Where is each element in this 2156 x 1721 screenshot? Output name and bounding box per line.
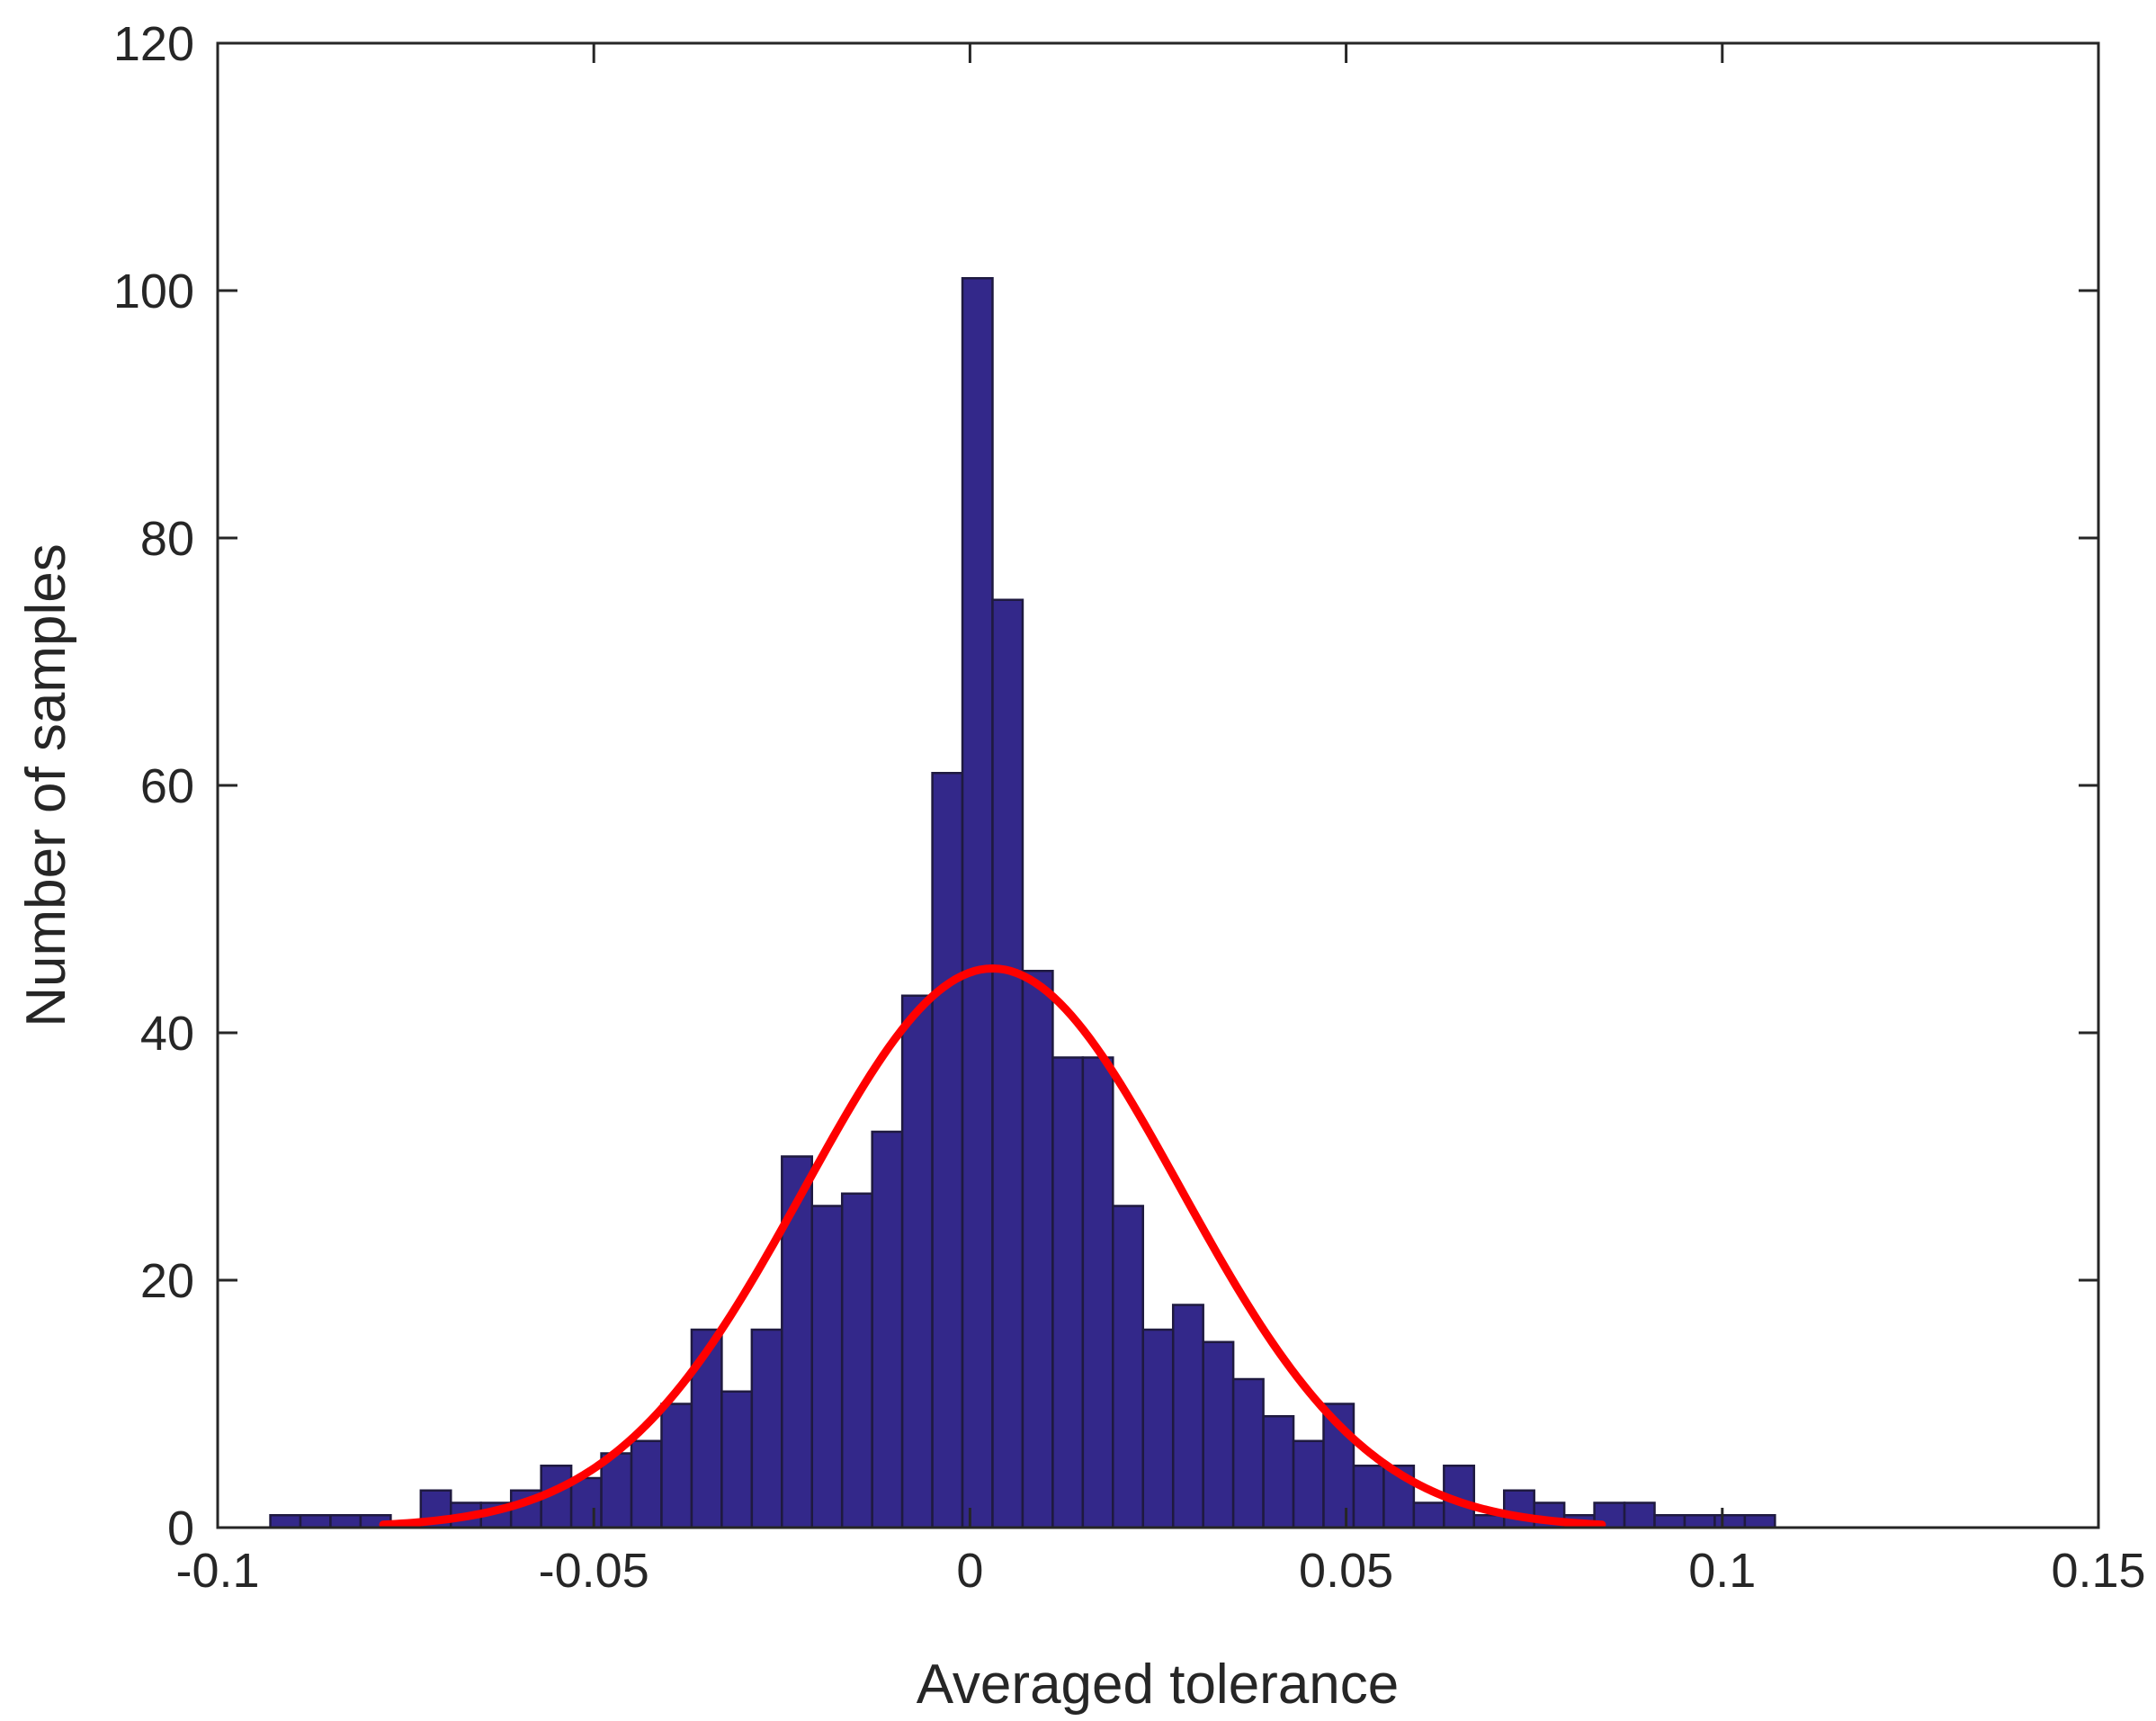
histogram-bar [329, 1514, 362, 1529]
histogram-bar [630, 1439, 663, 1529]
x-tick-label: 0 [956, 1544, 983, 1598]
histogram-bar [1021, 970, 1054, 1529]
histogram-bar [1051, 1056, 1085, 1529]
y-axis-label: Number of samples [15, 543, 77, 1027]
y-tick-label: 120 [113, 17, 194, 71]
x-tick-label: 0.05 [1299, 1544, 1393, 1598]
histogram-bar [1171, 1304, 1204, 1529]
histogram-bar [1412, 1501, 1445, 1529]
histogram-bar [1683, 1514, 1716, 1529]
histogram-bars [269, 277, 1776, 1529]
histogram-bar [781, 1155, 814, 1529]
histogram-bar [750, 1328, 783, 1529]
histogram-bar [1472, 1514, 1506, 1529]
y-tick-label: 20 [140, 1254, 194, 1308]
x-tick-label: 0.15 [2051, 1544, 2145, 1598]
histogram-bar [961, 277, 994, 1529]
histogram-bar [1081, 1056, 1114, 1529]
x-axis-ticks: -0.1 -0.05 0 0.05 0.1 0.15 [175, 43, 2146, 1598]
histogram-bar [1623, 1501, 1656, 1529]
y-axis-ticks: 0 20 40 60 80 100 120 [113, 17, 2098, 1555]
histogram-bar [1743, 1514, 1776, 1529]
histogram-bar [1292, 1439, 1325, 1529]
histogram-bar [1112, 1205, 1145, 1529]
histogram-bar [900, 994, 934, 1529]
histogram-bar [810, 1205, 844, 1529]
y-tick-label: 100 [113, 264, 194, 318]
histogram-bar [600, 1452, 633, 1529]
y-tick-label: 80 [140, 512, 194, 566]
x-tick-label: -0.05 [539, 1544, 649, 1598]
histogram-bar [1202, 1340, 1235, 1529]
y-tick-label: 60 [140, 759, 194, 813]
histogram-bar [1141, 1328, 1175, 1529]
x-tick-label: 0.1 [1688, 1544, 1756, 1598]
normal-fit-curve [379, 964, 1606, 1529]
x-axis-label: Averaged tolerance [917, 1654, 1400, 1716]
histogram-bar [299, 1514, 332, 1529]
histogram-bar [569, 1476, 603, 1529]
histogram-bar [1713, 1514, 1747, 1529]
x-tick-label: -0.1 [175, 1544, 259, 1598]
histogram-bar [1352, 1465, 1385, 1529]
histogram-bar [1231, 1377, 1265, 1529]
histogram-bar [871, 1130, 904, 1529]
y-tick-label: 0 [167, 1501, 194, 1555]
histogram-bar [1653, 1514, 1686, 1529]
histogram-bar [720, 1390, 754, 1529]
histogram-bar [840, 1192, 873, 1529]
histogram-bar [660, 1403, 693, 1529]
histogram-bar [269, 1514, 302, 1529]
histogram-bar [931, 772, 964, 1529]
plot-area [218, 43, 2098, 1528]
histogram-bar [991, 598, 1024, 1529]
y-tick-label: 40 [140, 1007, 194, 1061]
histogram-bar [1262, 1415, 1295, 1529]
